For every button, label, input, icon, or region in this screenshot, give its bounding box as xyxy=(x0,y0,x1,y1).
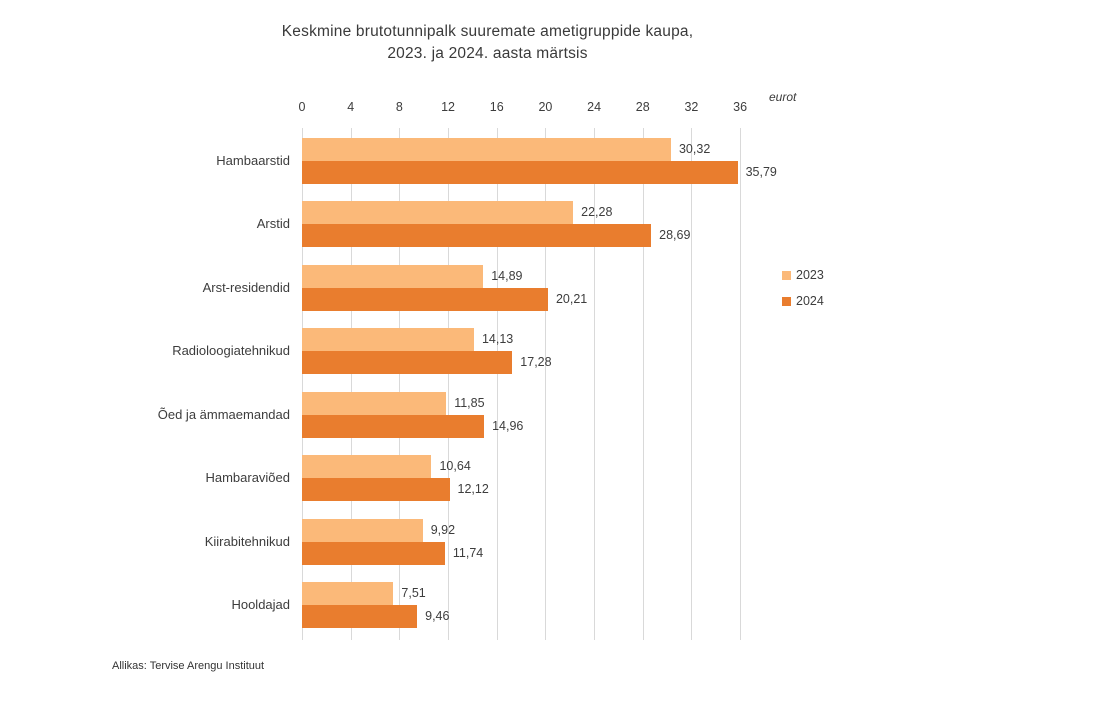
bar-2024 xyxy=(302,160,738,184)
bar-2023 xyxy=(302,137,671,161)
category-label: Õed ja ämmaemandad xyxy=(157,406,290,422)
bar-2024 xyxy=(302,605,418,628)
gridline-x-20 xyxy=(545,128,547,640)
gridline-x-28 xyxy=(642,128,644,640)
value-label-2023: 14,13 xyxy=(481,332,514,346)
chart-title-line2: 2023. ja 2024. aasta märtsis xyxy=(387,45,588,62)
legend-label-2024: 2024 xyxy=(796,294,824,308)
bar-2023 xyxy=(302,455,432,478)
gridline-x-24 xyxy=(594,128,596,640)
value-label-2024: 11,74 xyxy=(452,545,484,560)
value-label-2023: 14,89 xyxy=(491,268,523,283)
x-tick-label: 28 xyxy=(635,100,650,114)
gridline-x-36 xyxy=(740,128,742,640)
value-label-2023: 11,85 xyxy=(454,395,485,410)
bar-2023 xyxy=(302,518,423,542)
x-tick-label: 16 xyxy=(489,100,504,114)
bar-2023 xyxy=(302,582,394,605)
value-label-2024: 17,28 xyxy=(520,355,552,369)
value-label-2023: 10,64 xyxy=(439,459,471,473)
category-label: Arst-residendid xyxy=(202,279,290,295)
category-label: Radioloogiatehnikud xyxy=(172,343,290,358)
bar-2024 xyxy=(302,351,513,374)
chart-title: Keskmine brutotunnipalk suuremate ametig… xyxy=(0,21,975,65)
chart-title-line1: Keskmine brutotunnipalk suuremate ametig… xyxy=(281,23,694,40)
bar-2023 xyxy=(302,201,574,224)
value-label-2023: 30,32 xyxy=(678,141,711,156)
category-label: Hooldajad xyxy=(231,597,290,612)
x-tick-label: 8 xyxy=(395,100,403,114)
bar-2023 xyxy=(302,328,474,351)
value-label-2024: 12,12 xyxy=(457,482,489,496)
value-label-2023: 22,28 xyxy=(581,205,613,219)
bar-2024 xyxy=(302,224,652,247)
value-label-2023: 7,51 xyxy=(401,586,426,600)
x-tick-label: 12 xyxy=(441,100,455,114)
legend-swatch-2023 xyxy=(782,270,791,280)
axis-unit-label: eurot xyxy=(769,90,797,104)
legend-label-2023: 2023 xyxy=(796,268,824,282)
x-tick-label: 32 xyxy=(684,100,699,114)
bar-2024 xyxy=(302,287,548,311)
gridline-x-8 xyxy=(399,128,401,640)
category-label: Hambaarstid xyxy=(216,152,290,168)
legend-item-2024: 2024 xyxy=(782,294,824,308)
x-tick-label: 20 xyxy=(538,100,553,114)
value-label-2024: 20,21 xyxy=(555,291,588,306)
bar-2024 xyxy=(302,478,450,501)
x-tick-label: 0 xyxy=(298,100,306,114)
legend-swatch-2024 xyxy=(782,296,791,306)
x-tick-label: 36 xyxy=(733,100,748,114)
category-label: Arstid xyxy=(256,216,290,231)
legend-item-2023: 2023 xyxy=(782,268,824,282)
value-label-2024: 28,69 xyxy=(659,228,691,242)
gridline-x-0 xyxy=(302,128,303,640)
value-label-2023: 9,92 xyxy=(430,522,456,537)
gridline-x-16 xyxy=(496,128,498,640)
gridline-x-4 xyxy=(350,128,352,640)
bar-2023 xyxy=(302,391,447,415)
category-label: Kiirabitehnikud xyxy=(204,533,290,549)
gridline-x-32 xyxy=(691,128,693,640)
source-note: Allikas: Tervise Arengu Instituut xyxy=(112,660,265,672)
bar-2023 xyxy=(302,264,484,288)
x-tick-label: 24 xyxy=(587,100,602,114)
bar-2024 xyxy=(302,541,445,565)
value-label-2024: 35,79 xyxy=(745,164,777,179)
value-label-2024: 14,96 xyxy=(492,418,524,433)
category-label: Hambaraviõed xyxy=(205,470,290,485)
value-label-2024: 9,46 xyxy=(425,609,450,623)
gridline-x-12 xyxy=(448,128,450,640)
bar-2024 xyxy=(302,414,485,438)
x-tick-label: 4 xyxy=(347,100,355,114)
